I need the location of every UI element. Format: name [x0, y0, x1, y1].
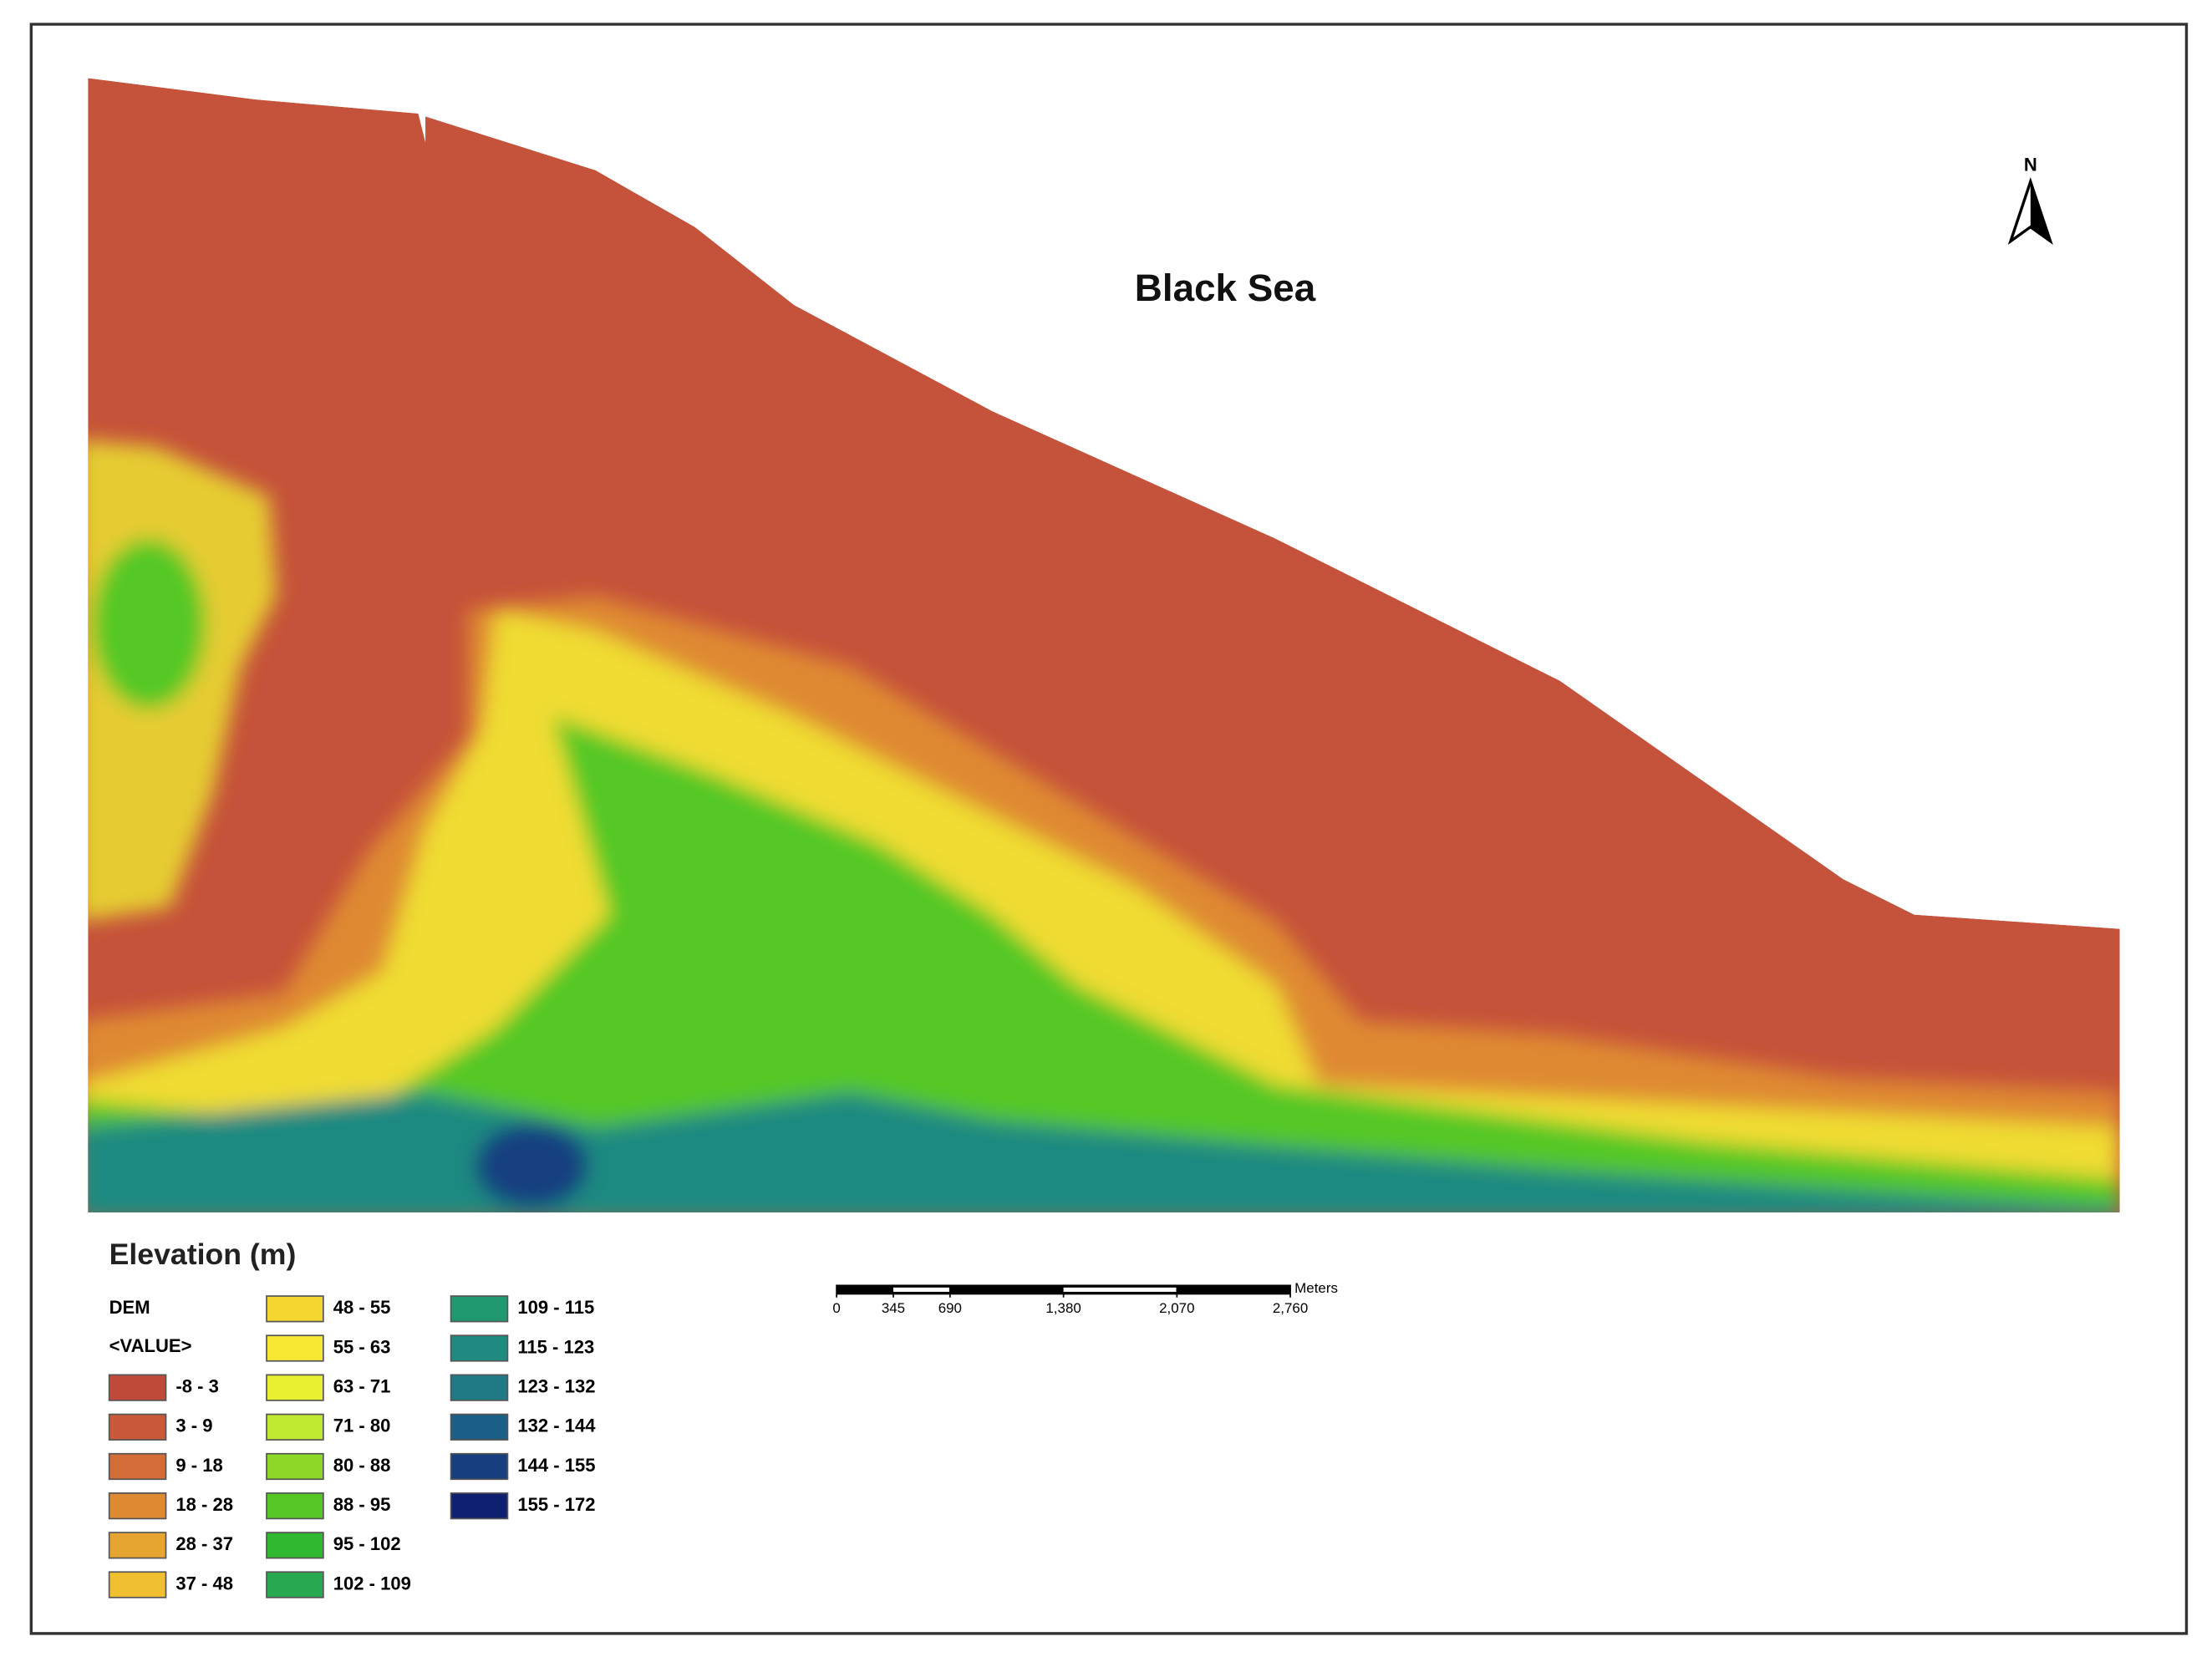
legend-swatch: [266, 1334, 324, 1362]
legend-label: 144 - 155: [517, 1455, 595, 1476]
scale-bar: 0 345 690 1,380 2,070 2,760 Meters: [832, 1280, 1338, 1316]
legend-label: 9 - 18: [175, 1455, 222, 1476]
hills-west: [92, 538, 206, 709]
legend-label: 28 - 37: [175, 1533, 233, 1554]
legend-label: 95 - 102: [333, 1533, 401, 1554]
scale-label: 0: [832, 1300, 840, 1316]
legend-label: 115 - 123: [517, 1336, 594, 1357]
legend-swatch: [450, 1295, 509, 1323]
legend-field: <VALUE>: [109, 1335, 192, 1356]
dem-raster: [88, 78, 2120, 1212]
legend-label: 155 - 172: [517, 1494, 595, 1515]
summit: [475, 1123, 589, 1208]
legend-label: 55 - 63: [333, 1336, 391, 1357]
scale-label: 345: [882, 1300, 905, 1316]
legend-swatch: [266, 1295, 324, 1323]
sea-label: Black Sea: [1135, 267, 1316, 309]
legend-label: 102 - 109: [333, 1573, 411, 1593]
legend-swatch: [108, 1532, 167, 1559]
legend-label: 63 - 71: [333, 1375, 391, 1396]
legend-swatch: [108, 1492, 167, 1520]
legend-swatch: [450, 1334, 509, 1362]
legend-label: 88 - 95: [333, 1494, 391, 1515]
legend-title: Elevation (m): [109, 1238, 297, 1271]
legend-label: 48 - 55: [333, 1297, 391, 1318]
legend-label: 71 - 80: [333, 1415, 391, 1436]
legend-label: 132 - 144: [517, 1415, 596, 1436]
legend-label: 109 - 115: [517, 1297, 594, 1318]
scale-label: 1,380: [1045, 1300, 1081, 1316]
legend-label: 80 - 88: [333, 1455, 391, 1476]
legend-swatch: [108, 1452, 167, 1481]
legend-swatch: [266, 1532, 324, 1559]
north-label: N: [2024, 155, 2037, 175]
scale-unit: Meters: [1294, 1280, 1338, 1296]
legend-layer: DEM: [109, 1297, 150, 1318]
high-hills: [88, 1091, 2120, 1212]
legend-swatch: [450, 1374, 509, 1401]
legend-swatch: [450, 1452, 509, 1481]
legend-swatch: [266, 1374, 324, 1401]
legend-label: 18 - 28: [175, 1494, 233, 1515]
legend-swatch: [266, 1452, 324, 1481]
scale-bar-segment: [1063, 1287, 1177, 1292]
scale-label: 2,760: [1273, 1300, 1308, 1316]
scale-bar-segment: [892, 1287, 950, 1292]
legend-swatch: [108, 1413, 167, 1441]
legend-label: -8 - 3: [175, 1375, 218, 1396]
legend-label: 123 - 132: [517, 1375, 595, 1396]
legend-swatch: [266, 1492, 324, 1520]
legend-swatch: [266, 1413, 324, 1441]
scale-label: 2,070: [1159, 1300, 1194, 1316]
scale-label: 690: [938, 1300, 962, 1316]
legend-label: 3 - 9: [175, 1415, 212, 1436]
legend-swatch: [450, 1492, 509, 1520]
legend-swatch: [108, 1571, 167, 1598]
legend-swatch: [266, 1571, 324, 1598]
legend: -8 - 3 3 - 9 9 - 18 18 - 28 28 - 37 37 - 48 48…: [108, 1295, 596, 1598]
legend-label: 37 - 48: [175, 1573, 233, 1593]
legend-swatch: [108, 1374, 167, 1401]
hills: [88, 716, 2120, 1212]
legend-swatch: [450, 1413, 509, 1441]
